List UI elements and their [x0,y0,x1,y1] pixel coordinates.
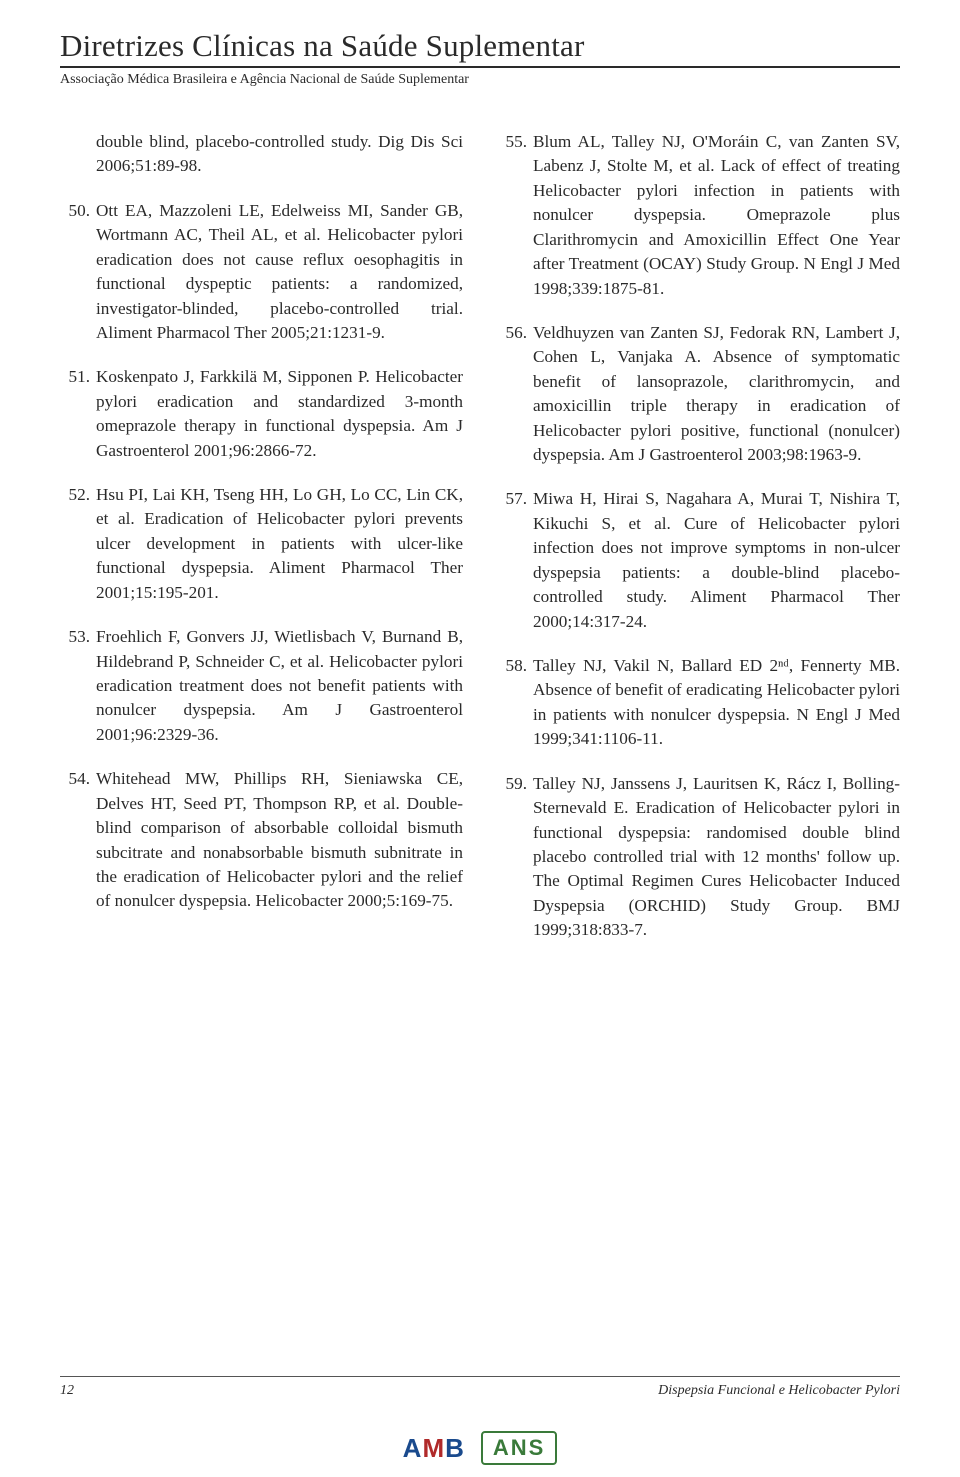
reference-text: Hsu PI, Lai KH, Tseng HH, Lo GH, Lo CC, … [96,483,463,605]
logo-amb: AMB [403,1433,465,1464]
reference-text: Whitehead MW, Phillips RH, Sieniawska CE… [96,767,463,914]
reference-number: 54. [60,767,96,914]
reference-item: 52.Hsu PI, Lai KH, Tseng HH, Lo GH, Lo C… [60,483,463,605]
reference-item: 59.Talley NJ, Janssens J, Lauritsen K, R… [497,772,900,943]
reference-number: 57. [497,487,533,634]
reference-columns: 00.double blind, placebo-controlled stud… [60,130,900,963]
reference-text: Koskenpato J, Farkkilä M, Sipponen P. He… [96,365,463,463]
column-left: 00.double blind, placebo-controlled stud… [60,130,463,963]
reference-text: Talley NJ, Vakil N, Ballard ED 2ⁿᵈ, Fenn… [533,654,900,752]
reference-text: Talley NJ, Janssens J, Lauritsen K, Rácz… [533,772,900,943]
page-footer: 12 Dispepsia Funcional e Helicobacter Py… [60,1376,900,1399]
column-right: 55.Blum AL, Talley NJ, O'Moráin C, van Z… [497,130,900,963]
reference-number: 58. [497,654,533,752]
reference-item: 00.double blind, placebo-controlled stud… [60,130,463,179]
reference-item: 56.Veldhuyzen van Zanten SJ, Fedorak RN,… [497,321,900,468]
footer-logos: AMB ANS [0,1431,960,1465]
reference-number: 56. [497,321,533,468]
reference-item: 58.Talley NJ, Vakil N, Ballard ED 2ⁿᵈ, F… [497,654,900,752]
reference-item: 53.Froehlich F, Gonvers JJ, Wietlisbach … [60,625,463,747]
reference-number: 51. [60,365,96,463]
reference-number: 59. [497,772,533,943]
reference-text: Miwa H, Hirai S, Nagahara A, Murai T, Ni… [533,487,900,634]
reference-number: 52. [60,483,96,605]
footer-doc-title: Dispepsia Funcional e Helicobacter Pylor… [658,1383,900,1399]
reference-text: double blind, placebo-controlled study. … [96,130,463,179]
reference-item: 50.Ott EA, Mazzoleni LE, Edelweiss MI, S… [60,199,463,346]
reference-text: Blum AL, Talley NJ, O'Moráin C, van Zant… [533,130,900,301]
reference-item: 54.Whitehead MW, Phillips RH, Sieniawska… [60,767,463,914]
reference-number: 50. [60,199,96,346]
reference-item: 57.Miwa H, Hirai S, Nagahara A, Murai T,… [497,487,900,634]
page-number: 12 [60,1383,74,1399]
header-rule [60,66,900,68]
page-title: Diretrizes Clínicas na Saúde Suplementar [60,28,900,64]
reference-item: 51.Koskenpato J, Farkkilä M, Sipponen P.… [60,365,463,463]
page-container: Diretrizes Clínicas na Saúde Suplementar… [0,0,960,1477]
reference-text: Ott EA, Mazzoleni LE, Edelweiss MI, Sand… [96,199,463,346]
reference-text: Veldhuyzen van Zanten SJ, Fedorak RN, La… [533,321,900,468]
reference-text: Froehlich F, Gonvers JJ, Wietlisbach V, … [96,625,463,747]
logo-ans: ANS [481,1431,557,1465]
reference-number: 55. [497,130,533,301]
reference-number: 53. [60,625,96,747]
header-subtitle: Associação Médica Brasileira e Agência N… [60,72,900,88]
reference-item: 55.Blum AL, Talley NJ, O'Moráin C, van Z… [497,130,900,301]
